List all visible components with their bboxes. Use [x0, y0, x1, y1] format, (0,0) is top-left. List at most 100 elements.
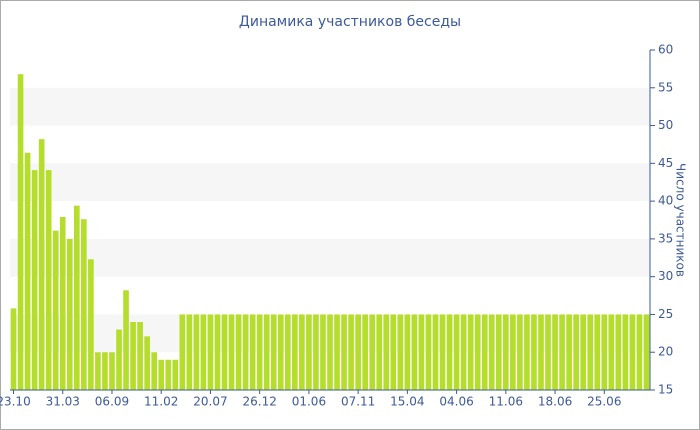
bar [376, 314, 383, 390]
bar [116, 329, 122, 390]
bar [524, 314, 530, 390]
bar [66, 238, 73, 390]
bar [432, 314, 439, 390]
bar [629, 314, 636, 390]
bar [207, 314, 214, 390]
bar [151, 352, 157, 390]
bar [559, 314, 565, 390]
bar [17, 74, 24, 390]
bar [10, 308, 17, 390]
bar [95, 352, 101, 390]
bar [109, 352, 115, 390]
y-tick-label: 20 [658, 345, 673, 359]
bar [277, 314, 284, 390]
x-tick-label: 26.12 [242, 395, 276, 409]
bar [608, 314, 615, 390]
bar [425, 314, 432, 390]
x-tick-label: 18.06 [538, 395, 572, 409]
bar [59, 216, 66, 390]
bar [615, 314, 622, 390]
x-tick-label: 20.07 [193, 395, 227, 409]
x-tick-label: 01.06 [292, 395, 326, 409]
bar [467, 314, 474, 390]
bar [460, 314, 467, 390]
chart-title: Динамика участников беседы [239, 14, 461, 30]
bar [284, 314, 291, 390]
bar [172, 359, 179, 390]
bar [538, 314, 544, 390]
bar [193, 314, 200, 390]
y-tick-label: 15 [658, 383, 673, 397]
bar [144, 336, 150, 390]
bar [306, 314, 312, 390]
x-tick-label: 23.10 [0, 395, 31, 409]
bar [587, 314, 594, 390]
bar [334, 314, 340, 390]
bar [566, 314, 572, 390]
bar [573, 314, 579, 390]
bar [88, 259, 94, 390]
bar [517, 314, 523, 390]
x-tick-label: 25.06 [587, 395, 621, 409]
bar [81, 219, 87, 390]
bar [228, 314, 235, 390]
bar [601, 314, 608, 390]
bar [446, 314, 453, 390]
y-tick-label: 50 [658, 118, 673, 132]
bar [545, 314, 551, 390]
bar [235, 314, 242, 390]
bar [299, 314, 305, 390]
x-tick-label: 11.06 [489, 395, 523, 409]
y-tick-label: 40 [658, 194, 673, 208]
y-tick-label: 60 [658, 43, 673, 57]
bar [45, 170, 52, 390]
bar [411, 314, 418, 390]
bar [123, 290, 129, 390]
bar [404, 314, 411, 390]
bar [102, 352, 108, 390]
bar [383, 314, 390, 390]
bar [165, 359, 172, 390]
bar [200, 314, 207, 390]
bar [439, 314, 446, 390]
x-tick-label: 07.11 [341, 395, 375, 409]
bar [221, 314, 228, 390]
bar [270, 314, 277, 390]
y-tick-label: 35 [658, 231, 673, 245]
bar [249, 314, 256, 390]
y-axis-title: Число участников [674, 163, 688, 277]
bar [327, 314, 333, 390]
bar [186, 314, 193, 390]
bar [495, 314, 502, 390]
bar [52, 230, 59, 390]
bar [481, 314, 488, 390]
bar [643, 314, 650, 390]
bar [531, 314, 537, 390]
bar [474, 314, 481, 390]
bar [636, 314, 643, 390]
grid-band [10, 163, 650, 202]
bar [580, 314, 586, 390]
bar [74, 205, 80, 390]
bar [24, 152, 31, 390]
bar [38, 139, 45, 390]
y-tick-label: 55 [658, 80, 673, 94]
x-tick-label: 15.04 [390, 395, 424, 409]
x-tick-label: 04.06 [439, 395, 473, 409]
y-tick-label: 30 [658, 269, 673, 283]
bar [418, 314, 425, 390]
bar [320, 314, 326, 390]
bar [369, 314, 376, 390]
bar [158, 359, 165, 390]
bar [397, 314, 404, 390]
x-tick-label: 11.02 [144, 395, 178, 409]
y-tick-label: 25 [658, 307, 673, 321]
bar [453, 314, 460, 390]
bar [503, 314, 509, 390]
y-tick-label: 45 [658, 156, 673, 170]
grid-band [10, 87, 650, 126]
bar [179, 314, 186, 390]
bar [341, 314, 347, 390]
bar [552, 314, 558, 390]
grid-band [10, 238, 650, 277]
